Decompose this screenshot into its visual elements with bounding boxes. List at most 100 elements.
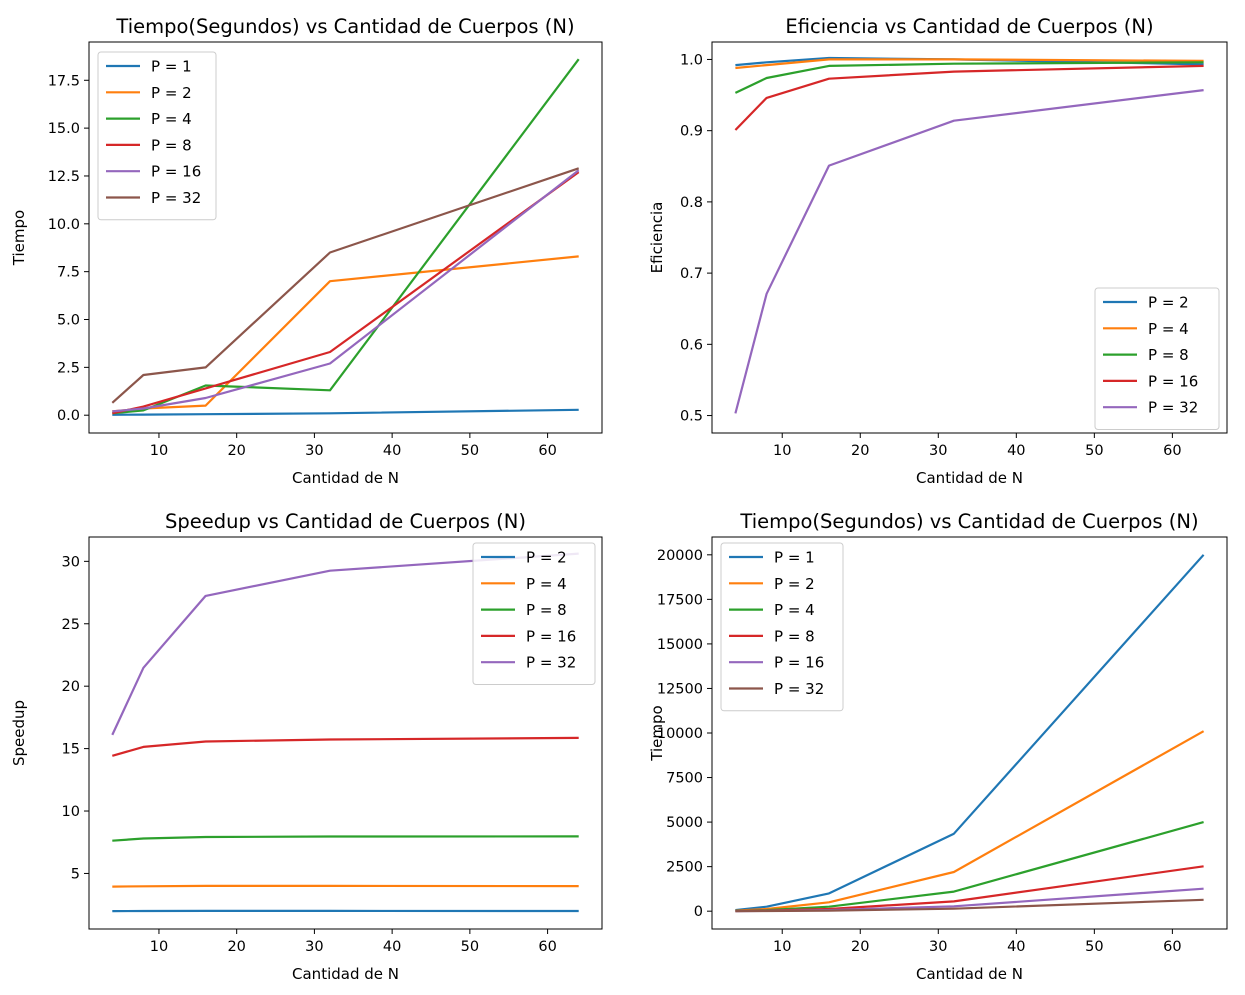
y-axis-label: Speedup [10,700,28,766]
series-lines [111,552,579,913]
y-tick-label: 25 [62,617,80,633]
legend-label: P = 8 [151,136,192,154]
series-lines [111,58,580,416]
y-tick-label: 2500 [666,860,703,876]
y-tick-label: 0.8 [680,195,703,211]
y-tick-label: 12500 [657,681,703,697]
subplot-4: Tiempo(Segundos) vs Cantidad de Cuerpos … [648,510,1228,983]
x-tick-label: 10 [773,939,791,955]
y-tick-label: 20000 [657,548,703,564]
series-line [734,89,1204,414]
legend-label: P = 8 [774,627,815,645]
axes-frame [88,536,603,930]
legend-label: P = 4 [151,110,192,128]
y-tick-label: 30 [62,554,80,570]
y-tick-label: 15000 [657,637,703,653]
y-tick-label: 0 [694,904,703,920]
legend-label: P = 32 [1148,399,1198,417]
y-tick-label: 10000 [657,726,703,742]
y-axis-label: Tiempo [648,705,666,761]
y-tick-label: 0.0 [57,408,80,424]
x-tick-label: 10 [150,443,168,459]
legend-label: P = 2 [151,84,192,102]
y-tick-label: 15 [62,742,80,758]
y-tick-label: 1.0 [680,52,703,68]
x-axis-label: Cantidad de N [292,965,399,983]
x-tick-label: 10 [773,443,791,459]
legend-label: P = 32 [526,654,576,672]
legend-box [97,51,217,221]
legend-box [1094,287,1220,430]
chart-title: Eficiencia vs Cantidad de Cuerpos (N) [785,15,1153,38]
y-tick-label: 15.0 [48,121,80,137]
axes-frame [88,41,603,434]
x-tick-label: 60 [538,443,556,459]
x-tick-label: 20 [851,939,869,955]
series-line [111,552,579,736]
legend-label: P = 8 [1148,346,1189,364]
legend-label: P = 2 [774,575,815,593]
x-tick-label: 30 [929,939,947,955]
legend-label: P = 1 [151,58,192,76]
legend-label: P = 1 [774,549,815,567]
x-tick-label: 50 [1085,443,1103,459]
series-line [734,64,1204,131]
y-tick-label: 7.5 [57,265,80,281]
x-tick-label: 60 [538,939,556,955]
y-tick-label: 17500 [657,592,703,608]
x-tick-label: 50 [461,939,479,955]
legend-label: P = 16 [526,627,576,645]
y-tick-label: 0.6 [680,337,703,353]
x-tick-label: 40 [383,443,401,459]
x-axis-label: Cantidad de N [916,965,1023,983]
legend-label: P = 4 [1148,320,1189,338]
x-axis-label: Cantidad de N [916,469,1023,487]
y-axis-label: Eficiencia [648,202,666,274]
y-tick-label: 0.5 [680,409,703,425]
legend-label: P = 4 [774,601,815,619]
legend: P = 1 P = 2 P = 4 P = 8 P = 16 P = 32 [720,542,844,712]
y-tick-label: 20 [62,679,80,695]
y-tick-label: 17.5 [48,73,80,89]
axes-frame [711,41,1228,434]
x-axis-label: Cantidad de N [292,469,399,487]
series-lines [735,554,1205,913]
chart-title: Tiempo(Segundos) vs Cantidad de Cuerpos … [115,15,574,38]
series-line [112,884,579,888]
x-tick-label: 50 [1085,939,1103,955]
series-line [112,408,579,416]
series-line [735,898,1204,913]
legend: P = 2 P = 4 P = 8 P = 16 P = 32 [1094,287,1220,430]
series-line [112,169,580,413]
series-lines [734,56,1204,414]
x-tick-label: 60 [1163,443,1181,459]
chart-title: Tiempo(Segundos) vs Cantidad de Cuerpos … [739,510,1198,533]
x-tick-label: 10 [150,939,168,955]
legend-label: P = 4 [526,575,567,593]
x-tick-label: 30 [929,443,947,459]
x-tick-label: 30 [305,939,323,955]
series-line [112,255,579,413]
x-tick-label: 40 [1007,939,1025,955]
series-line [111,736,579,757]
legend-label: P = 32 [151,189,201,207]
y-tick-label: 12.5 [48,169,80,185]
legend-box [472,542,596,685]
y-tick-label: 7500 [666,771,703,787]
y-tick-label: 5.0 [57,313,80,329]
series-line [112,58,580,415]
x-tick-label: 40 [1007,443,1025,459]
series-line [735,730,1205,912]
series-line [734,61,1204,94]
x-tick-label: 20 [227,939,245,955]
series-line [735,56,1204,67]
y-tick-label: 10 [62,804,80,820]
x-tick-label: 20 [227,443,245,459]
subplot-3: Speedup vs Cantidad de Cuerpos (N) 10 20 30… [10,510,603,983]
x-tick-label: 20 [851,443,869,459]
legend-label: P = 2 [526,549,567,567]
y-tick-label: 0.7 [680,266,703,282]
subplot-1: Tiempo(Segundos) vs Cantidad de Cuerpos … [10,15,603,487]
legend-label: P = 16 [1148,372,1198,390]
